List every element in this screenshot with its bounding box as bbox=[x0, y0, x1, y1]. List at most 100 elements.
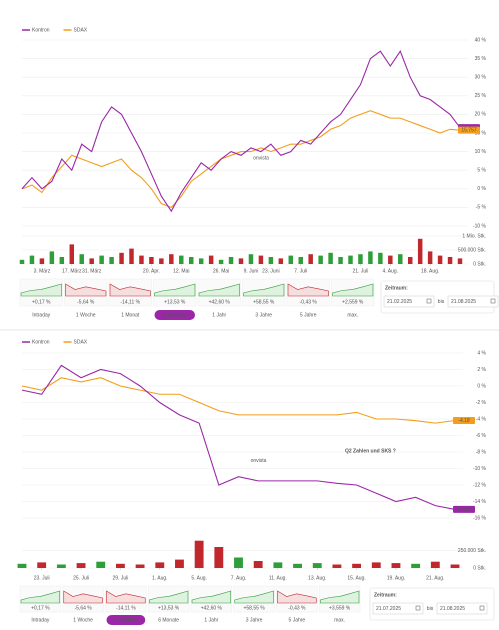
performance-sparkline bbox=[191, 590, 232, 604]
volume-bar bbox=[368, 251, 373, 264]
volume-bar bbox=[155, 562, 165, 568]
y-tick-label: 10 % bbox=[475, 149, 487, 155]
performance-label: +0,17 % bbox=[31, 605, 50, 611]
volume-bar bbox=[293, 563, 302, 568]
end-label: -14.961 bbox=[456, 507, 473, 513]
x-tick-label: 7. Juli bbox=[294, 268, 307, 274]
volume-tick-label: 500.000 Stk. bbox=[458, 247, 486, 253]
x-tick-label: 21. Juli bbox=[353, 268, 369, 274]
period-button-active[interactable] bbox=[106, 615, 146, 625]
period-button[interactable]: max. bbox=[347, 312, 358, 318]
calendar-icon bbox=[490, 298, 496, 304]
volume-bar bbox=[447, 257, 453, 264]
x-tick-label: 26. Mai bbox=[213, 268, 229, 274]
volume-bar bbox=[175, 559, 184, 568]
performance-sparkline bbox=[319, 590, 360, 604]
period-button[interactable]: 1 Woche bbox=[76, 312, 96, 318]
period-button[interactable]: 3 Jahre bbox=[246, 617, 263, 623]
range-sep: bis bbox=[427, 606, 434, 612]
y-tick-label: -14 % bbox=[473, 499, 487, 505]
volume-bar bbox=[89, 258, 94, 264]
volume-bar bbox=[352, 563, 362, 568]
period-button[interactable]: 6 Monate bbox=[164, 312, 186, 318]
period-button[interactable]: 5 Jahre bbox=[300, 312, 317, 318]
performance-label: -14,11 % bbox=[120, 299, 140, 305]
period-button[interactable]: 3 Jahre bbox=[255, 312, 272, 318]
volume-bar bbox=[253, 561, 263, 568]
series-line bbox=[21, 49, 461, 213]
volume-bar bbox=[198, 258, 204, 264]
performance-label: -14,11 % bbox=[116, 605, 136, 611]
end-label-box bbox=[453, 416, 475, 424]
range-to-input[interactable] bbox=[447, 295, 499, 308]
y-tick-label: -10 % bbox=[473, 223, 487, 229]
performance-sparkline bbox=[332, 283, 374, 297]
performance-label: +2,559 % bbox=[342, 299, 364, 305]
volume-bar bbox=[194, 540, 204, 568]
x-tick-label: 13. Aug. bbox=[308, 575, 326, 581]
performance-label: +58,55 % bbox=[253, 299, 275, 305]
performance-label: -0,43 % bbox=[300, 299, 318, 305]
y-tick-label: -12 % bbox=[473, 482, 487, 488]
range-to[interactable]: 21.08.2025 bbox=[451, 299, 476, 305]
volume-bar bbox=[268, 257, 274, 264]
period-button[interactable]: 1 Woche bbox=[73, 617, 93, 623]
period-button-active[interactable] bbox=[154, 310, 196, 320]
period-button[interactable]: 5 Jahre bbox=[289, 617, 306, 623]
volume-bar bbox=[149, 257, 154, 264]
end-label-box bbox=[453, 505, 475, 513]
series-line bbox=[21, 377, 456, 424]
y-tick-label: -10 % bbox=[473, 466, 487, 472]
y-tick-label: -4 % bbox=[476, 416, 487, 422]
volume-bar bbox=[79, 254, 84, 264]
period-button[interactable]: max. bbox=[334, 617, 345, 623]
annotation: Q2 Zahlen und SKS ? bbox=[345, 448, 396, 454]
volume-bar bbox=[228, 257, 234, 264]
period-button[interactable]: 1 Jahr bbox=[212, 312, 226, 318]
period-button[interactable]: 1 Monat bbox=[121, 312, 140, 318]
x-tick-label: 17. März bbox=[62, 268, 82, 274]
x-tick-label: 25. Juli bbox=[73, 575, 89, 581]
y-tick-label: 5 % bbox=[477, 168, 486, 174]
period-button[interactable]: 1 Jahr bbox=[204, 617, 218, 623]
performance-label: +13,53 % bbox=[158, 605, 180, 611]
volume-bar bbox=[129, 248, 134, 264]
x-tick-label: 5. Aug. bbox=[191, 575, 207, 581]
range-from-input[interactable] bbox=[383, 295, 435, 308]
performance-sparkline bbox=[148, 590, 189, 604]
y-tick-label: 20 % bbox=[475, 112, 487, 118]
volume-bar bbox=[169, 254, 174, 264]
period-button[interactable]: 6 Monate bbox=[158, 617, 179, 623]
performance-sparkline bbox=[154, 283, 196, 297]
y-tick-label: 35 % bbox=[475, 56, 487, 62]
calendar-icon bbox=[426, 298, 432, 304]
volume-bar bbox=[99, 255, 104, 264]
x-tick-label: 11. Aug. bbox=[269, 575, 287, 581]
volume-bar bbox=[457, 258, 463, 264]
volume-bar bbox=[430, 561, 440, 568]
period-button[interactable]: 1 Monat bbox=[116, 617, 135, 623]
period-button[interactable]: Intraday bbox=[32, 312, 51, 318]
period-button[interactable]: Intraday bbox=[31, 617, 50, 623]
volume-bar bbox=[398, 254, 403, 264]
volume-bar bbox=[109, 257, 114, 264]
performance-label: +0,17 % bbox=[32, 299, 51, 305]
volume-bar bbox=[378, 252, 383, 264]
y-tick-label: 40 % bbox=[475, 37, 487, 43]
volume-tick-label: 0 Stk. bbox=[473, 565, 486, 571]
y-tick-label: 30 % bbox=[475, 75, 487, 81]
y-tick-label: 2 % bbox=[477, 367, 486, 373]
range-from-input[interactable] bbox=[372, 602, 424, 615]
range-to[interactable]: 21.08.2025 bbox=[440, 606, 465, 612]
y-tick-label: 15 % bbox=[475, 130, 487, 136]
end-label: 15.757 bbox=[461, 128, 477, 134]
volume-bar bbox=[218, 259, 224, 264]
range-from[interactable]: 21.07.2025 bbox=[376, 606, 401, 612]
watermark: onvista bbox=[251, 458, 267, 464]
x-tick-label: 31. März bbox=[82, 268, 102, 274]
volume-bar bbox=[56, 564, 66, 568]
calendar-icon bbox=[415, 605, 421, 611]
range-to-input[interactable] bbox=[436, 602, 488, 615]
volume-bar bbox=[298, 257, 303, 264]
range-from[interactable]: 21.02.2025 bbox=[387, 299, 412, 305]
